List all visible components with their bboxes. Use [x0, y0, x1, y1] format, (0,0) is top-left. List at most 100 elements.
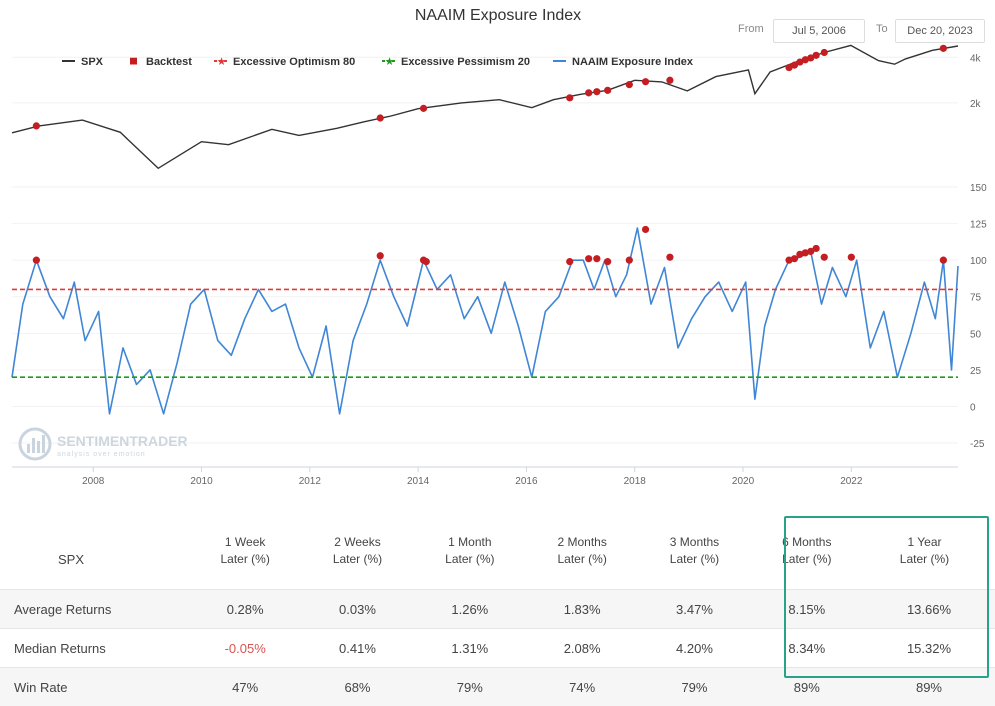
- x-tick-label: 2008: [82, 476, 105, 487]
- legend-label: SPX: [81, 56, 104, 68]
- table-header-row: SPX 1 Week Later (%) 2 Weeks Later (%) 1…: [0, 512, 995, 590]
- table-cell: 47%: [189, 668, 301, 706]
- naaim-backtest-marker: [821, 254, 828, 261]
- table-cell: 13.66%: [863, 590, 995, 629]
- table-row-header: SPX: [0, 512, 189, 590]
- from-label: From: [738, 23, 764, 35]
- spx-backtest-marker: [604, 87, 611, 94]
- naaim-backtest-marker: [940, 257, 947, 264]
- naaim-backtest-marker: [813, 245, 820, 252]
- table-cell: 74%: [526, 668, 638, 706]
- spx-backtest-marker: [377, 114, 384, 121]
- table-cell: 8.15%: [751, 590, 863, 629]
- table-cell: 0.41%: [301, 629, 413, 668]
- spx-backtest-marker: [593, 88, 600, 95]
- table-col-header: 1 Month Later (%): [414, 512, 526, 590]
- col-header-label: 1 Week Later (%): [220, 535, 269, 566]
- legend-label: Excessive Pessimism 20: [401, 56, 530, 68]
- naaim-backtest-marker: [593, 255, 600, 262]
- table-col-header: 2 Months Later (%): [526, 512, 638, 590]
- col-header-label: 1 Year Later (%): [900, 535, 949, 566]
- naaim-tick-label: 25: [970, 366, 982, 377]
- table-col-header: 6 Months Later (%): [751, 512, 863, 590]
- col-header-label: 6 Months Later (%): [782, 535, 831, 566]
- to-date-input[interactable]: Dec 20, 2023: [895, 19, 985, 43]
- chart-title: NAAIM Exposure Index: [415, 7, 581, 24]
- sentimentrader-logo-icon: SENTIMENTRADER analysis over emotion: [17, 424, 207, 464]
- naaim-backtest-marker: [33, 257, 40, 264]
- naaim-tick-label: 50: [970, 329, 982, 340]
- table-cell: 1.31%: [414, 629, 526, 668]
- table-cell: 79%: [638, 668, 750, 706]
- table-row: Average Returns 0.28% 0.03% 1.26% 1.83% …: [0, 590, 995, 629]
- sentimentrader-watermark: SENTIMENTRADER analysis over emotion: [17, 424, 207, 469]
- row-label: Average Returns: [0, 590, 189, 629]
- table-row: Median Returns -0.05% 0.41% 1.31% 2.08% …: [0, 629, 995, 668]
- spx-backtest-marker: [642, 78, 649, 85]
- table-cell: 89%: [751, 668, 863, 706]
- x-tick-label: 2010: [190, 476, 213, 487]
- col-header-label: 3 Months Later (%): [670, 535, 719, 566]
- spx-tick-label: 2k: [970, 99, 982, 110]
- spx-backtest-marker: [813, 52, 820, 59]
- legend-label: Backtest: [146, 56, 192, 68]
- table-col-header: 3 Months Later (%): [638, 512, 750, 590]
- naaim-backtest-marker: [423, 258, 430, 265]
- spx-backtest-marker: [33, 122, 40, 129]
- naaim-tick-label: 125: [970, 220, 987, 231]
- spx-backtest-marker: [940, 45, 947, 52]
- spx-backtest-marker: [420, 105, 427, 112]
- legend-star-icon: ★: [217, 56, 227, 68]
- from-date-input[interactable]: Jul 5, 2006: [773, 19, 865, 43]
- table-cell: 3.47%: [638, 590, 750, 629]
- table-cell: 8.34%: [751, 629, 863, 668]
- x-tick-label: 2012: [299, 476, 322, 487]
- returns-table: SPX 1 Week Later (%) 2 Weeks Later (%) 1…: [0, 512, 995, 706]
- spx-backtest-marker: [585, 89, 592, 96]
- naaim-backtest-marker: [642, 226, 649, 233]
- x-tick-label: 2018: [624, 476, 647, 487]
- table-cell: 2.08%: [526, 629, 638, 668]
- col-header-label: 2 Weeks Later (%): [333, 535, 382, 566]
- table-cell: 79%: [414, 668, 526, 706]
- naaim-panel: 150 125 100 75 50 25 0 -25: [12, 183, 987, 450]
- table-cell: 1.26%: [414, 590, 526, 629]
- row-label: Median Returns: [0, 629, 189, 668]
- table-cell: -0.05%: [189, 629, 301, 668]
- naaim-tick-label: 75: [970, 293, 982, 304]
- table-row: Win Rate 47% 68% 79% 74% 79% 89% 89%: [0, 668, 995, 706]
- col-header-label: 1 Month Later (%): [445, 535, 494, 566]
- naaim-tick-label: 100: [970, 256, 987, 267]
- legend-swatch: [130, 58, 137, 65]
- naaim-backtest-marker: [626, 257, 633, 264]
- x-tick-label: 2022: [840, 476, 863, 487]
- row-label: Win Rate: [0, 668, 189, 706]
- table-cell: 68%: [301, 668, 413, 706]
- col-header-label: 2 Months Later (%): [557, 535, 606, 566]
- table-cell: 4.20%: [638, 629, 750, 668]
- naaim-backtest-marker: [377, 252, 384, 259]
- table-col-header: 2 Weeks Later (%): [301, 512, 413, 590]
- naaim-backtest-marker: [585, 255, 592, 262]
- spx-backtest-marker: [821, 49, 828, 56]
- table-col-header: 1 Week Later (%): [189, 512, 301, 590]
- legend-star-icon: ★: [385, 56, 395, 68]
- legend-label: NAAIM Exposure Index: [572, 56, 694, 68]
- table-cell: 0.28%: [189, 590, 301, 629]
- naaim-backtest-marker: [604, 258, 611, 265]
- to-label: To: [876, 23, 888, 35]
- naaim-tick-label: 0: [970, 402, 976, 413]
- spx-backtest-marker: [626, 81, 633, 88]
- table-cell: 15.32%: [863, 629, 995, 668]
- table-cell: 1.83%: [526, 590, 638, 629]
- naaim-tick-label: 150: [970, 183, 987, 194]
- watermark-name: SENTIMENTRADER: [57, 433, 188, 449]
- x-tick-label: 2016: [515, 476, 538, 487]
- naaim-tick-label: -25: [970, 439, 985, 450]
- x-axis: 2008 2010 2012 2014 2016 2018 2020 2022: [12, 467, 958, 487]
- x-tick-label: 2014: [407, 476, 430, 487]
- x-tick-label: 2020: [732, 476, 755, 487]
- spx-tick-label: 4k: [970, 53, 982, 64]
- spx-backtest-marker: [666, 77, 673, 84]
